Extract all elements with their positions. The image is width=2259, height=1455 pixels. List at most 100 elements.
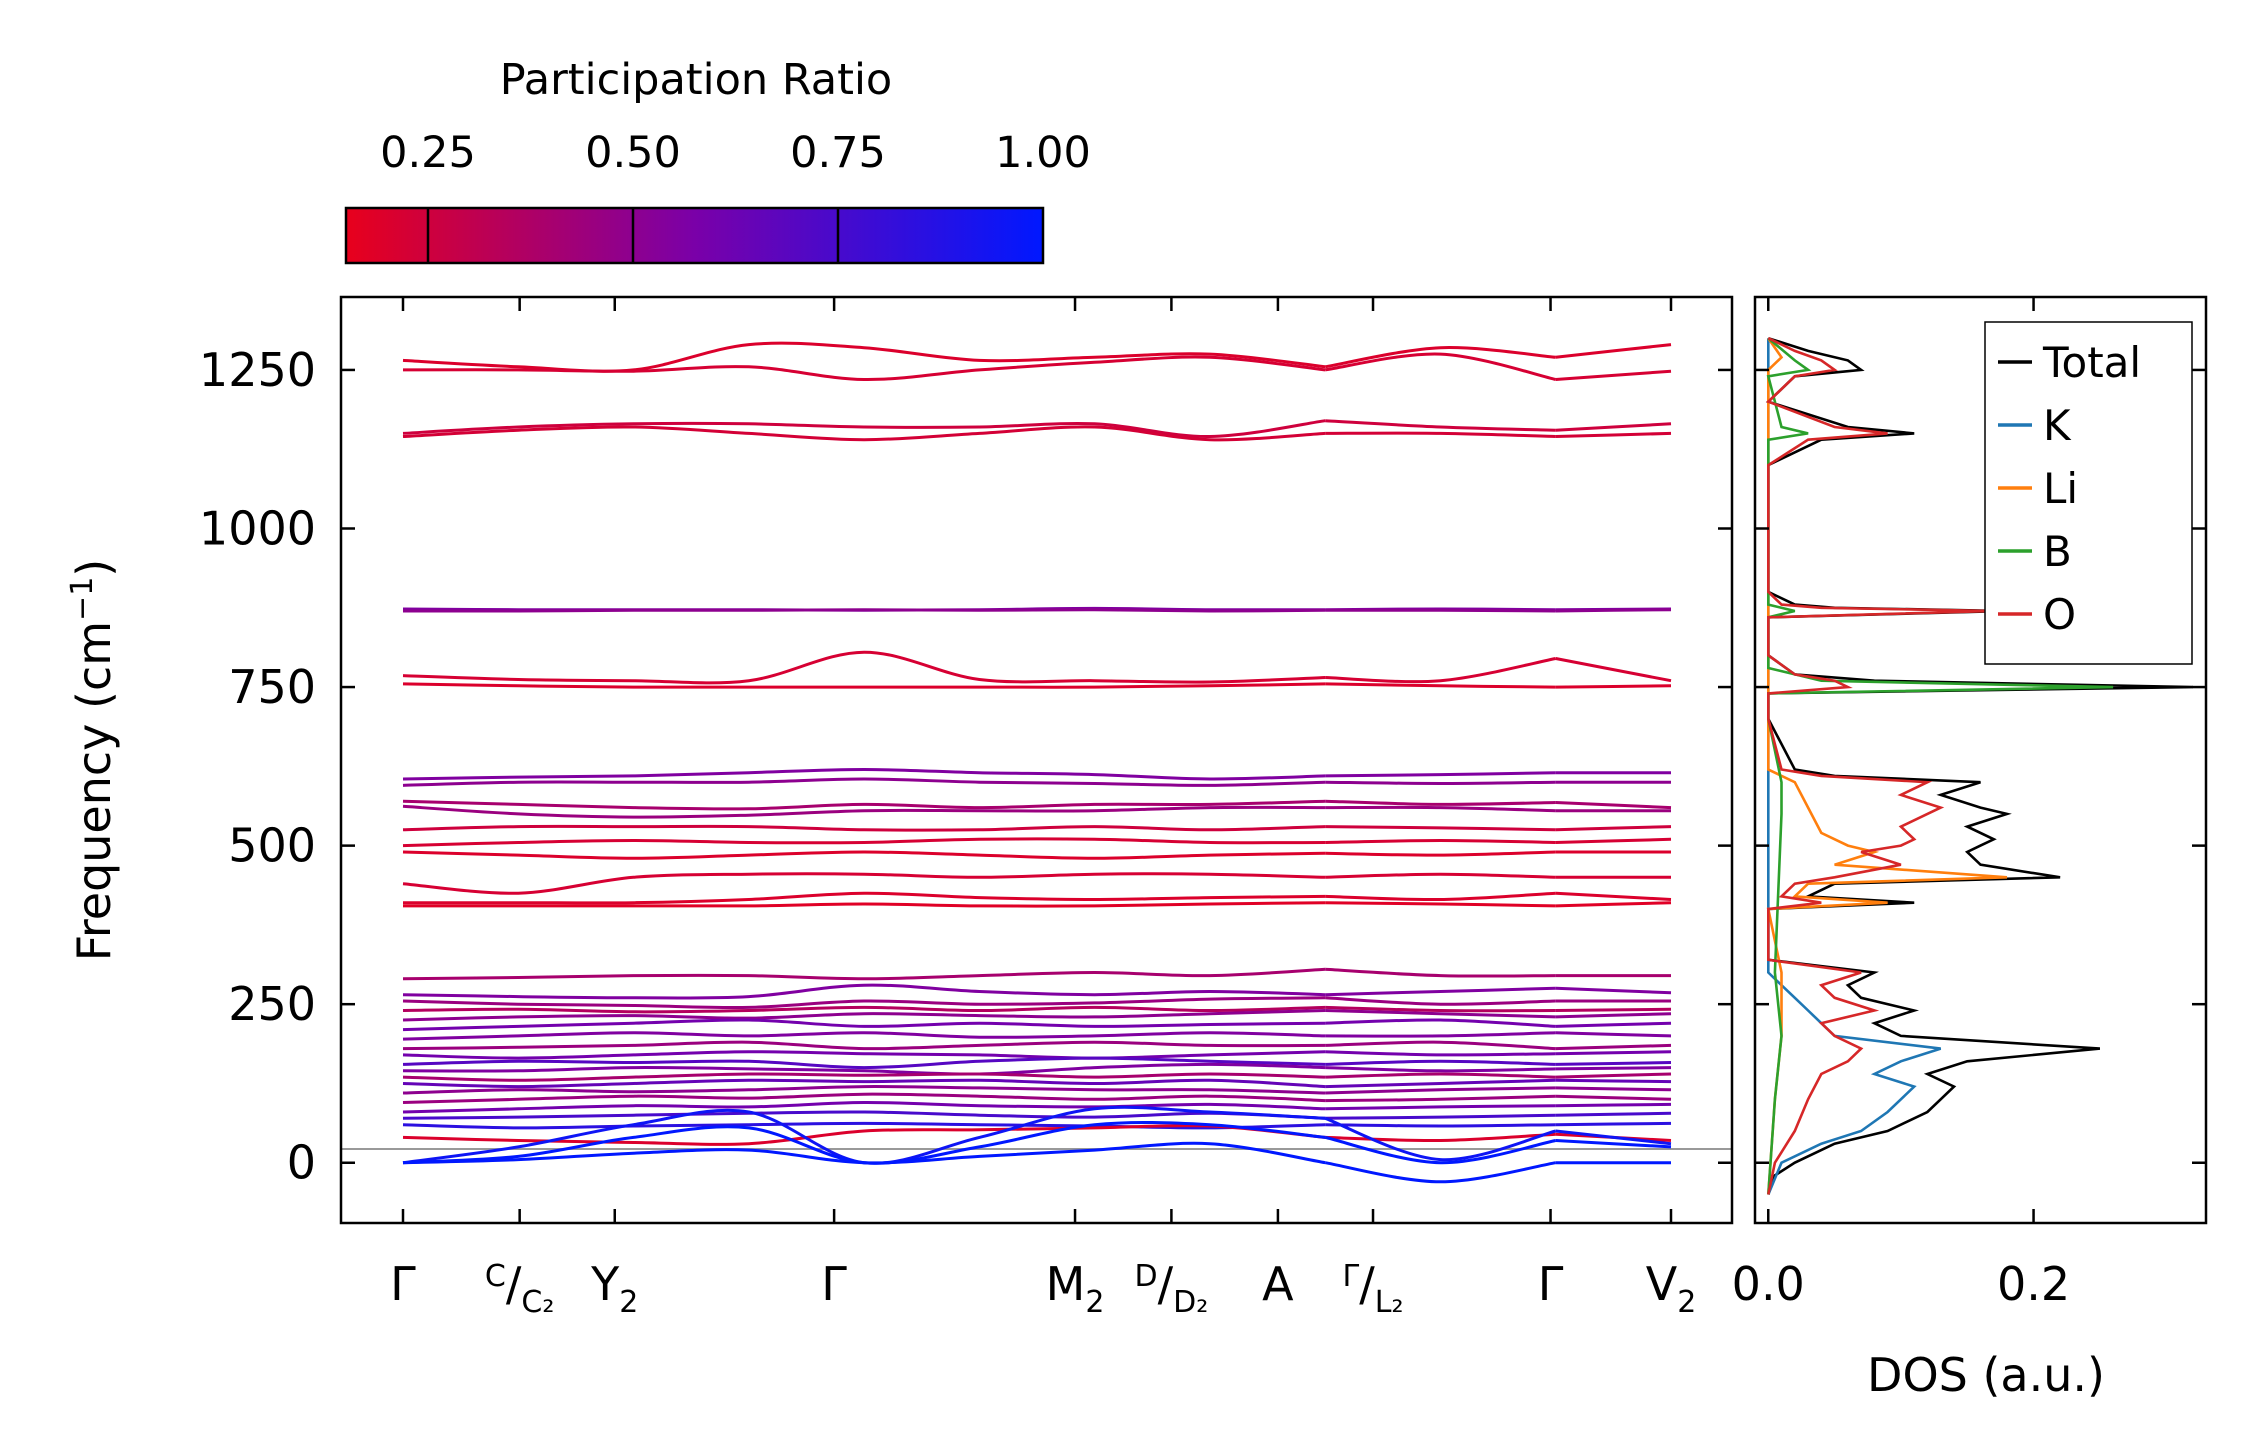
band-line [402, 419, 1326, 439]
dos-line-k [1767, 338, 1942, 1195]
band-line [1325, 1094, 1556, 1103]
band-line [1555, 1007, 1672, 1012]
band-line [1325, 431, 1556, 438]
band-line [1325, 799, 1556, 806]
x-tick-label-main: / [506, 1257, 522, 1311]
band-line [1325, 1123, 1556, 1128]
band-line [1325, 682, 1556, 689]
band-line [1325, 1050, 1556, 1057]
dos-line-li [1766, 337, 2008, 1195]
x-tick-label-sub: 2 [1085, 1285, 1104, 1320]
band-line [1325, 657, 1556, 684]
band-line [402, 837, 1326, 848]
x-tick-label: V2 [1646, 1257, 1697, 1320]
x-tick-label: A [1262, 1257, 1294, 1311]
band-line [1325, 1072, 1556, 1079]
band-line [1555, 1050, 1672, 1056]
band-line [1555, 1111, 1672, 1117]
band-line [402, 1050, 1326, 1060]
colorbar-tick-label: 0.75 [790, 128, 886, 178]
y-axis-label-end: ) [67, 559, 121, 577]
colorbar-tick-label: 1.00 [995, 128, 1091, 178]
band-line [1324, 1135, 1556, 1165]
dos-x-tick-label: 0.2 [1997, 1257, 2070, 1311]
x-tick-label-pre: D [1135, 1259, 1158, 1294]
x-tick-label-main: Γ [1538, 1257, 1564, 1311]
band-line [402, 355, 1326, 382]
band-line [1325, 1104, 1556, 1111]
band-line [1325, 901, 1556, 908]
band-line [402, 1092, 1326, 1104]
dos-legend: Total K Li BO [1984, 321, 2193, 665]
colorbar-tick-label: 0.25 [380, 128, 476, 178]
band-line [402, 1062, 1326, 1076]
dos-lines [1765, 336, 2193, 1195]
band-line [1555, 608, 1672, 613]
band-line [402, 767, 1326, 781]
band-line [402, 1110, 1326, 1120]
x-tick-label-main: Γ [390, 1257, 416, 1311]
legend-label-li: Li [2043, 464, 2078, 513]
colorbar: Participation Ratio 0.25 0.50 0.75 1.00 [344, 55, 1091, 265]
band-line [1325, 1059, 1556, 1066]
x-tick-label: M2 [1046, 1257, 1105, 1320]
band-line [402, 850, 1326, 860]
dos-y-ticks [1755, 368, 2206, 1164]
band-line [1555, 1012, 1672, 1019]
dos-panel: 0.0 0.2 DOS (a.u.) Total K Li BO [1732, 295, 2208, 1402]
colorbar-gradient [344, 206, 1045, 265]
x-tick-label-main: Y [590, 1257, 620, 1311]
x-tick-label-sub: L₂ [1375, 1285, 1404, 1320]
x-tick-label-sub: 2 [1677, 1285, 1696, 1320]
x-tick-label-main: / [1359, 1257, 1375, 1311]
x-tick-label-main: V [1646, 1257, 1678, 1311]
band-line [1555, 1094, 1672, 1101]
band-line [1555, 1021, 1672, 1028]
x-tick-label: Γ/L₂ [1343, 1257, 1404, 1320]
band-line [402, 1040, 1326, 1051]
band-line [402, 777, 1326, 787]
y-tick-label: 250 [228, 977, 316, 1031]
legend-label-o: O [2043, 590, 2076, 639]
x-tick-label-main: A [1262, 1257, 1294, 1311]
band-line [1555, 1139, 1672, 1149]
legend-label-total: Total [2042, 338, 2141, 387]
band-line [402, 650, 1326, 685]
band-line [1555, 684, 1672, 689]
band-line [1555, 1072, 1672, 1079]
legend-label-b: B [2043, 527, 2072, 576]
dos-line-o [1765, 337, 1994, 1195]
band-line [1555, 1043, 1672, 1051]
band-line [402, 1005, 1326, 1014]
dos-x-ticks: 0.0 0.2 [1732, 297, 2070, 1311]
band-line [1555, 1078, 1672, 1084]
band-line [1555, 422, 1672, 432]
band-line [402, 1121, 1326, 1130]
band-line [402, 425, 1326, 442]
dos-legend-items: Total K Li BO [1998, 338, 2141, 639]
dos-line-b [1766, 337, 2114, 1195]
x-tick-label: Γ [390, 1257, 416, 1311]
band-line [402, 967, 1326, 981]
y-axis-label-main: Frequency (cm [67, 621, 121, 961]
band-line [1325, 1018, 1556, 1028]
band-line [402, 1009, 1326, 1022]
x-tick-label-main: M [1046, 1257, 1086, 1311]
band-line [402, 682, 1326, 689]
band-line [1555, 1121, 1672, 1127]
band-line [1324, 346, 1556, 369]
band-x-ticks: Γ C/C₂ Y2 Γ M2D/D₂ A Γ/L₂ Γ V2 [390, 297, 1696, 1320]
band-line [1325, 1031, 1556, 1038]
band-line [1555, 1102, 1672, 1108]
band-line [402, 1072, 1326, 1082]
x-tick-label-main: Γ [821, 1257, 847, 1311]
band-line [1555, 1031, 1672, 1038]
band-line [1555, 801, 1672, 810]
band-line [1555, 891, 1672, 901]
band-line [402, 608, 1326, 613]
band-line [1325, 1132, 1556, 1143]
band-line [1555, 343, 1672, 359]
x-tick-label-pre: C [485, 1259, 506, 1294]
band-line [402, 1100, 1326, 1114]
